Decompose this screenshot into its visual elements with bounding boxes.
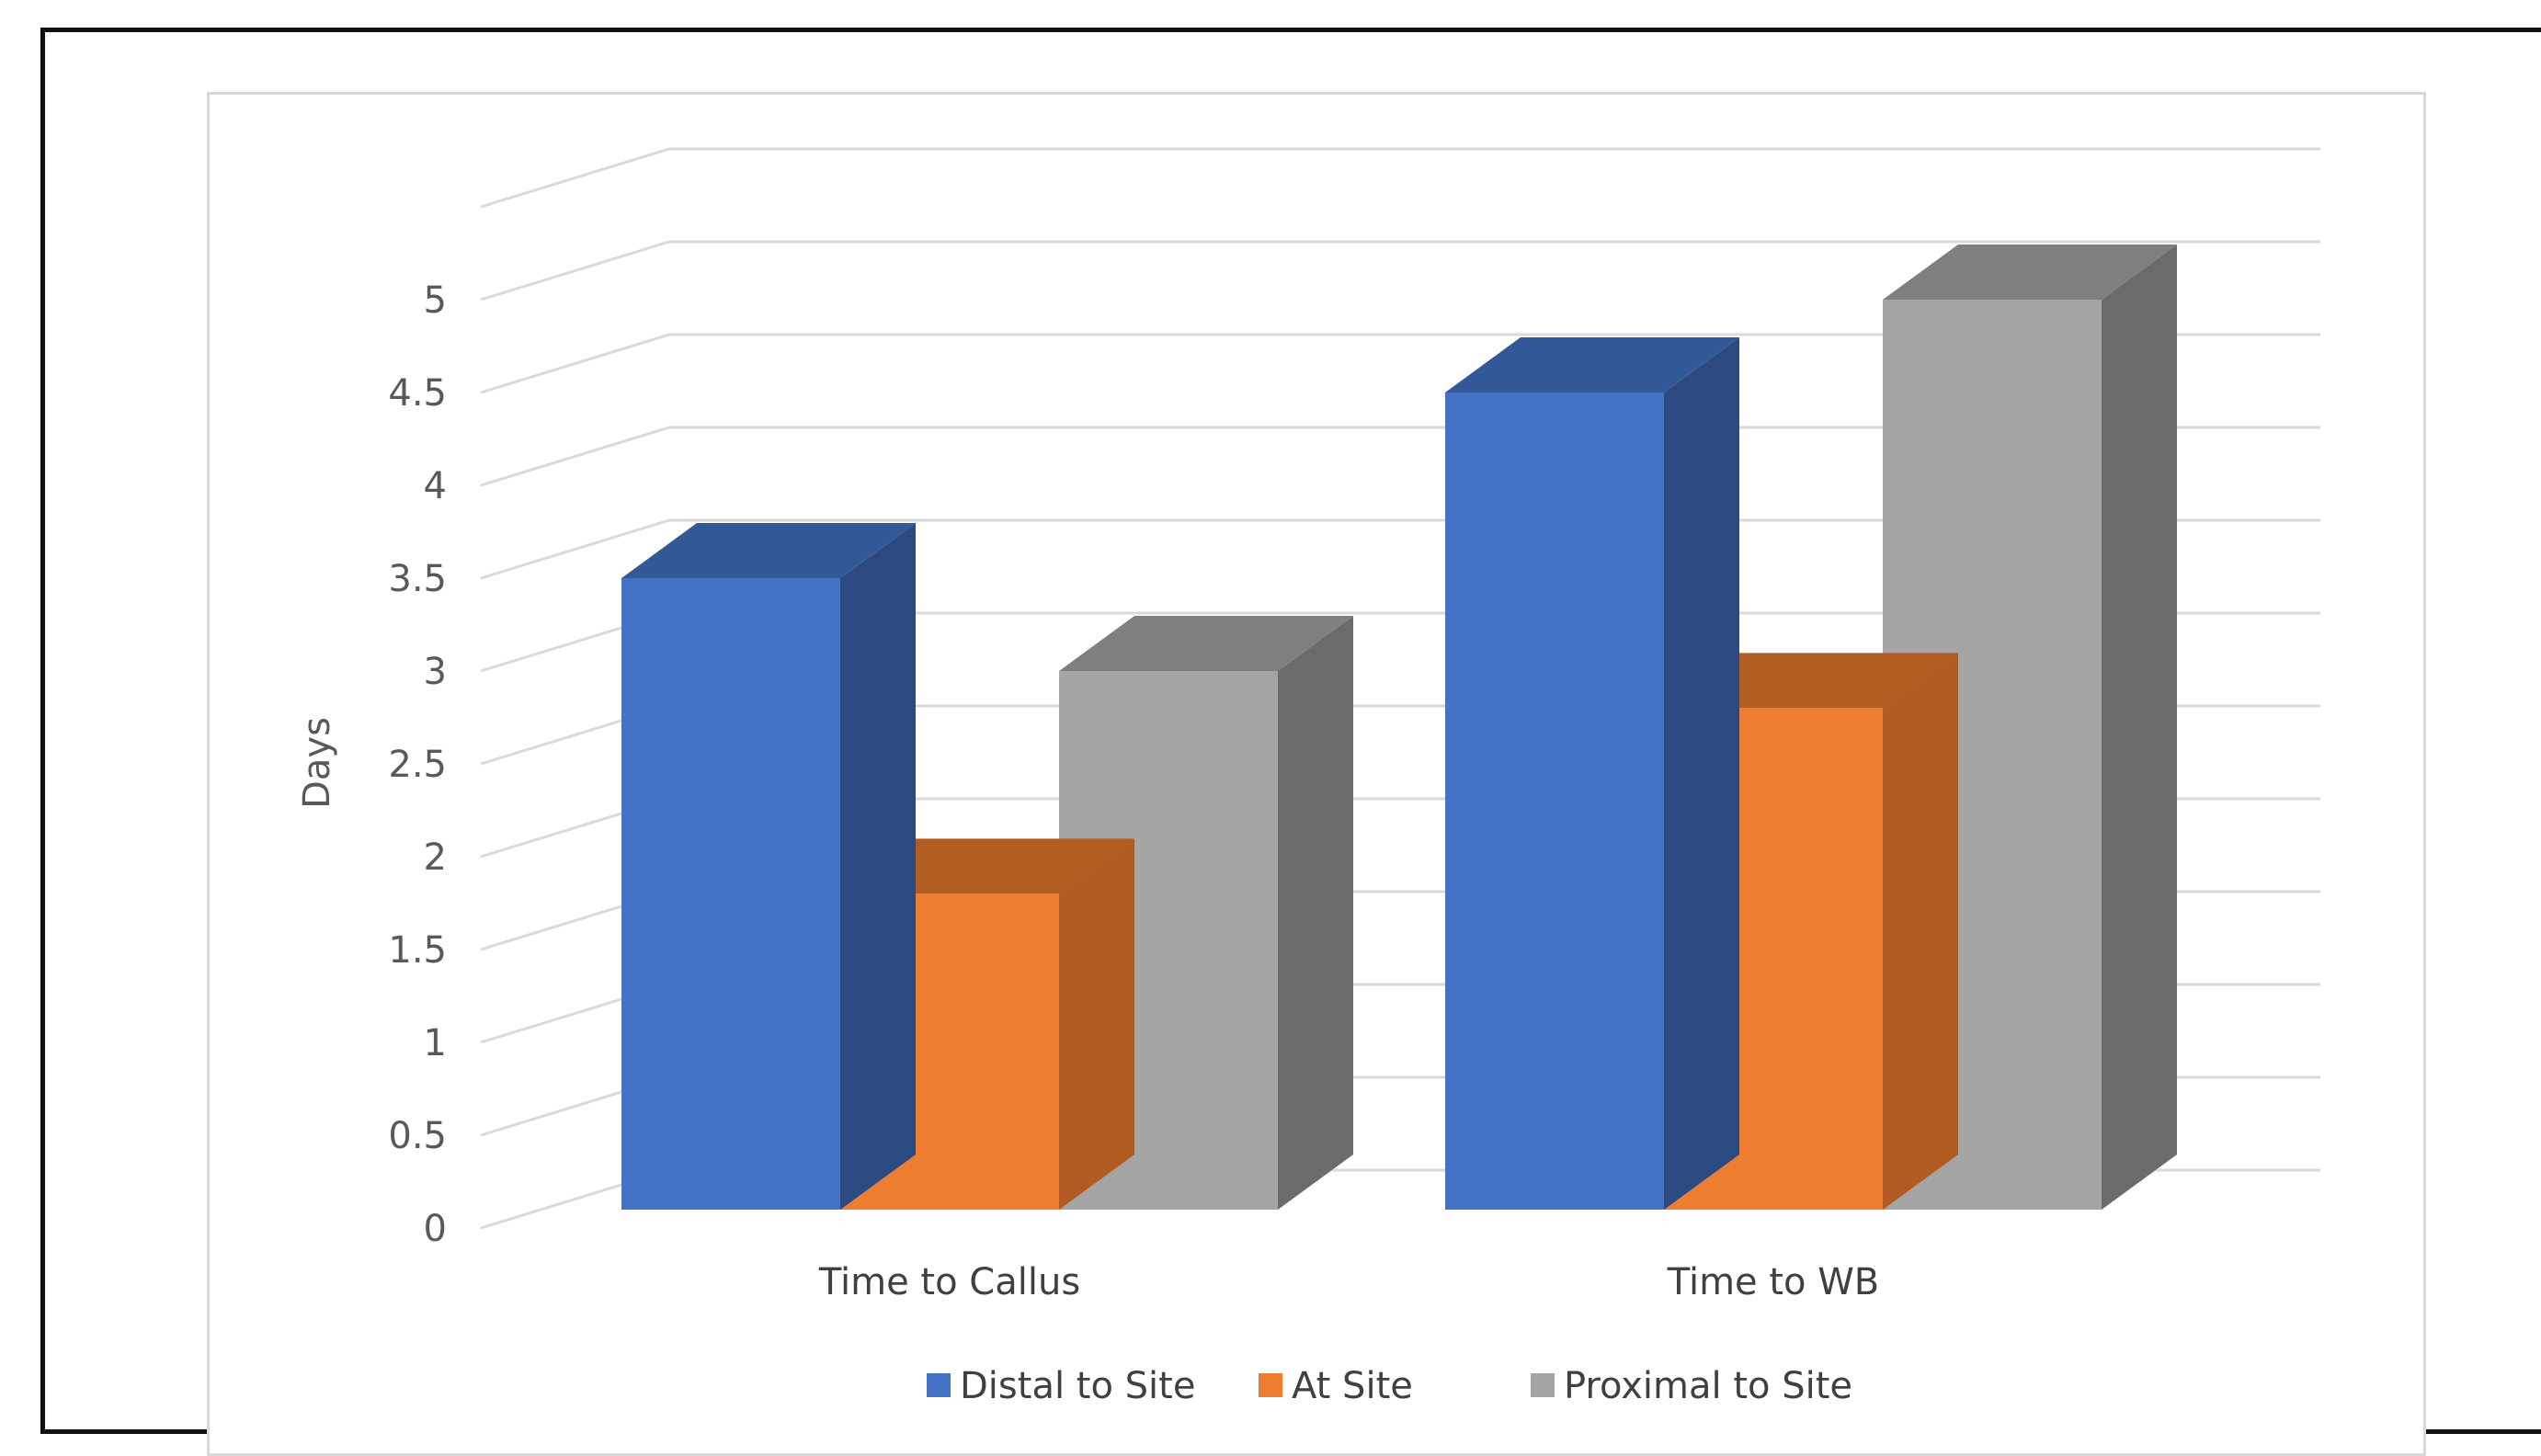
gridline (480, 518, 2320, 580)
y-tick-label: 1.5 (388, 929, 447, 972)
bar-top (1059, 616, 1353, 671)
bar-side (1059, 838, 1134, 1210)
bar-side (840, 523, 916, 1210)
y-tick-label: 4.5 (388, 372, 447, 415)
bar-top (1883, 245, 2177, 300)
bar-front (1445, 392, 1664, 1210)
bar-top (1445, 337, 1739, 392)
y-tick-label: 0 (424, 1208, 447, 1250)
y-tick-label: 4 (424, 465, 447, 507)
legend-swatch (1259, 1373, 1282, 1397)
axis-labels: 0 0.5 1 1.5 2 2.5 3 3.5 4 4.5 5 Days Time to Callus T… (296, 279, 1879, 1303)
bar (1445, 337, 1739, 1210)
y-tick-label: 0.5 (388, 1115, 447, 1157)
category-label: Time to Callus (818, 1261, 1080, 1303)
category-label: Time to WB (1667, 1261, 1879, 1303)
y-tick-label: 2.5 (388, 744, 447, 786)
bar-front (621, 578, 840, 1210)
gridline (480, 147, 2320, 209)
bars (621, 245, 2177, 1210)
bar-side (1278, 616, 1353, 1210)
bar-side (1664, 337, 1739, 1210)
legend-item: Distal to Site (927, 1365, 1195, 1407)
bar-side (2102, 245, 2177, 1210)
bar-chart-3d: 0 0.5 1 1.5 2 2.5 3 3.5 4 4.5 5 Days Time to Callus T… (296, 147, 2320, 1407)
chart-area: 0 0.5 1 1.5 2 2.5 3 3.5 4 4.5 5 Days Time to Callus T… (207, 92, 2426, 1456)
figure-frame: 0 0.5 1 1.5 2 2.5 3 3.5 4 4.5 5 Days Time to Callus T… (40, 28, 2541, 1456)
y-tick-label: 5 (424, 279, 447, 322)
bar (621, 523, 916, 1210)
gridline (480, 426, 2320, 487)
legend-label: Distal to Site (960, 1365, 1195, 1407)
legend-label: At Site (1292, 1365, 1413, 1407)
gridline (480, 333, 2320, 394)
bar-top (621, 523, 916, 578)
y-tick-label: 3.5 (388, 558, 447, 600)
legend-item: Proximal to Site (1531, 1365, 1852, 1407)
y-tick-label: 1 (424, 1022, 447, 1064)
bar-side (1883, 653, 1958, 1210)
legend-swatch (927, 1373, 951, 1397)
y-tick-label: 3 (424, 651, 447, 693)
legend-swatch (1531, 1373, 1555, 1397)
legend-item: At Site (1259, 1365, 1413, 1407)
gridline (480, 240, 2320, 301)
y-tick-label: 2 (424, 836, 447, 879)
legend-label: Proximal to Site (1564, 1365, 1852, 1407)
y-axis-title: Days (296, 717, 338, 809)
legend: Distal to Site At Site Proximal to Site (927, 1365, 1852, 1407)
